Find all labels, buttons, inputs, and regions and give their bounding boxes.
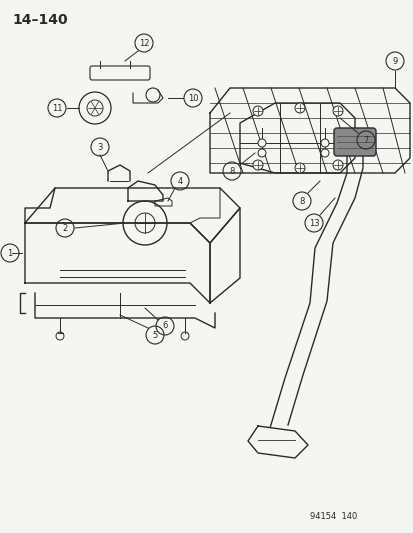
Circle shape [294, 103, 304, 113]
Text: 7: 7 [363, 135, 368, 144]
Circle shape [252, 106, 262, 116]
Circle shape [332, 160, 342, 170]
Text: 8: 8 [229, 166, 234, 175]
Circle shape [320, 149, 328, 157]
Circle shape [252, 160, 262, 170]
Circle shape [257, 139, 266, 147]
Text: 11: 11 [52, 103, 62, 112]
Text: 9: 9 [392, 56, 396, 66]
Circle shape [79, 92, 111, 124]
Text: 5: 5 [152, 330, 157, 340]
Circle shape [332, 106, 342, 116]
Circle shape [294, 163, 304, 173]
Polygon shape [247, 426, 307, 458]
Text: 3: 3 [97, 142, 102, 151]
Text: 8: 8 [299, 197, 304, 206]
FancyBboxPatch shape [90, 66, 150, 80]
Circle shape [257, 149, 266, 157]
Text: 13: 13 [308, 219, 318, 228]
Text: 1: 1 [7, 248, 12, 257]
Text: 12: 12 [138, 38, 149, 47]
Text: 4: 4 [177, 176, 182, 185]
Text: 14–140: 14–140 [12, 13, 67, 27]
FancyBboxPatch shape [333, 128, 375, 156]
Text: 2: 2 [62, 223, 67, 232]
Text: 10: 10 [188, 93, 198, 102]
Circle shape [320, 139, 328, 147]
Text: 94154  140: 94154 140 [309, 512, 356, 521]
Text: 6: 6 [162, 321, 167, 330]
